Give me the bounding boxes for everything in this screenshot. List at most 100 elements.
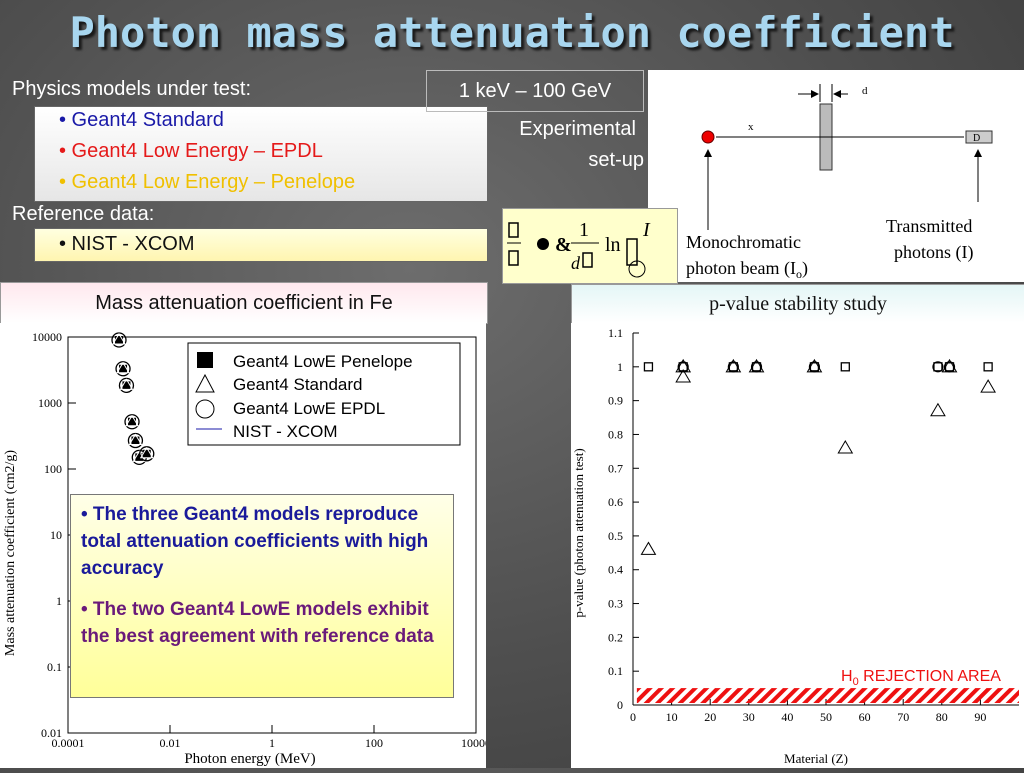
right-y-tick-label: 0.7 — [608, 461, 623, 475]
beam-line2: photon beam (Io) — [686, 258, 808, 281]
photon-source — [701, 130, 715, 144]
circle-point — [932, 361, 944, 373]
callout-point-2: • The two Geant4 LowE models exhibit the… — [81, 599, 434, 647]
penelope-point — [142, 449, 151, 458]
left-y-tick-label: 100 — [44, 462, 62, 476]
triangle-point — [675, 358, 692, 373]
epdl-point — [124, 414, 140, 430]
square-point — [933, 362, 943, 372]
legend-penelope: Geant4 LowE Penelope — [233, 352, 413, 371]
transmitted-line2: photons (I) — [894, 242, 974, 263]
penelope-point — [115, 336, 123, 345]
left-x-tick-label: 100 — [365, 736, 383, 750]
reference-data-box: • NIST - XCOM — [34, 228, 488, 262]
transmitted-line1: Transmitted — [886, 216, 972, 236]
energy-range-box: 1 keV – 100 GeV — [426, 70, 644, 112]
standard-point — [125, 414, 139, 427]
standard-point — [112, 333, 126, 345]
legend-nist: NIST - XCOM — [233, 422, 338, 441]
penelope-point — [135, 453, 144, 462]
conclusion-callout: • The three Geant4 models reproduce tota… — [70, 494, 454, 698]
d-label: d — [862, 85, 868, 97]
x-label: x — [748, 121, 754, 133]
right-y-tick-label: 0.4 — [608, 563, 623, 577]
triangle-point — [980, 379, 996, 393]
legend-marker-epdl — [195, 399, 215, 419]
right-x-tick-label: 80 — [936, 710, 948, 724]
square-point — [643, 362, 654, 372]
epdl-point — [139, 446, 155, 462]
right-y-tick-label: 0.9 — [608, 394, 623, 408]
right-y-tick-label: 1 — [617, 360, 623, 374]
svg-text:d: d — [571, 253, 581, 273]
left-y-tick-label: 10000 — [32, 330, 62, 344]
right-y-tick-label: 0 — [617, 698, 623, 712]
standard-point — [139, 446, 154, 459]
legend-marker-standard — [195, 373, 215, 393]
right-x-tick-label: 70 — [897, 710, 909, 724]
epdl-point — [115, 361, 131, 377]
mass-attenuation-header: Mass attenuation coefficient in Fe — [0, 282, 488, 324]
physics-models-label: Physics models under test: — [12, 78, 251, 100]
right-y-tick-label: 0.6 — [608, 495, 623, 509]
model-standard: • Geant4 Standard — [59, 109, 224, 131]
triangle-point — [725, 358, 742, 373]
experimental-label: Experimental — [519, 118, 636, 140]
formula-one: 1 — [579, 219, 589, 241]
right-x-tick-label: 0 — [630, 710, 636, 724]
left-y-tick-label: 1000 — [38, 396, 62, 410]
triangle-point — [748, 358, 765, 373]
left-y-label: Mass attenuation coefficient (cm2/g) — [3, 450, 18, 657]
penelope-point — [119, 364, 128, 373]
square-point — [983, 362, 993, 372]
right-x-tick-label: 30 — [743, 710, 755, 724]
right-x-tick-label: 20 — [704, 710, 716, 724]
triangle-point — [941, 358, 958, 373]
legend-standard: Geant4 Standard — [233, 375, 362, 394]
setup-diagram: d x D Transmitted photons (I) Monochroma… — [648, 70, 1024, 282]
epdl-point — [127, 432, 144, 449]
penelope-point — [131, 436, 140, 445]
callout-point-1: • The three Geant4 models reproduce tota… — [81, 504, 429, 579]
reference-item: • NIST - XCOM — [59, 233, 195, 255]
legend — [187, 342, 461, 446]
right-y-tick-label: 1.1 — [608, 326, 623, 340]
square-point — [840, 362, 850, 372]
pvalue-chart: 0 0.1 0.2 0.3 0.4 0.5 0.6 0.7 0.8 0.9 1 1.1 0 10 20 30 4… — [571, 323, 1024, 768]
left-x-tick-label: 0.0001 — [52, 736, 85, 750]
formula-i: I — [642, 219, 651, 241]
right-y-tick-label: 0.5 — [608, 529, 623, 543]
rejection-area-label: H0 REJECTION AREA — [841, 668, 1001, 688]
right-y-label: p-value (photon attenuation test) — [571, 448, 586, 617]
right-x-tick-label: 50 — [820, 710, 832, 724]
reference-data-label: Reference data: — [12, 203, 155, 225]
right-y-tick-label: 0.2 — [608, 630, 623, 644]
setup-label: set-up — [588, 149, 644, 171]
standard-point — [128, 433, 143, 446]
triangle-point — [837, 439, 854, 454]
epdl-point — [111, 332, 127, 348]
legend-epdl: Geant4 LowE EPDL — [233, 399, 385, 418]
epdl-point — [118, 377, 135, 394]
right-x-tick-label: 90 — [974, 710, 986, 724]
triangle-point — [806, 358, 823, 373]
left-x-tick-label: 10000 — [461, 736, 486, 750]
triangle-point — [675, 368, 692, 383]
left-y-tick-label: 0.01 — [41, 726, 62, 740]
page-title: Photon mass attenuation coefficient — [69, 8, 955, 57]
detector — [965, 130, 993, 144]
formula-ln: ln — [605, 234, 621, 256]
formula-box: & 1 d ln I — [502, 208, 678, 284]
svg-text:&: & — [555, 234, 572, 256]
model-epdl: • Geant4 Low Energy – EPDL — [59, 140, 323, 162]
triangle-point — [640, 541, 657, 555]
right-y-tick-label: 0.8 — [608, 427, 623, 441]
standard-point — [132, 450, 147, 462]
right-x-label: Material (Z) — [784, 751, 848, 766]
physics-models-box: • Geant4 Standard • Geant4 Low Energy – … — [34, 106, 488, 202]
penelope-point — [122, 381, 131, 390]
right-x-tick-label: 10 — [666, 710, 678, 724]
model-penelope: • Geant4 Low Energy – Penelope — [59, 171, 356, 193]
left-y-tick-label: 1 — [56, 594, 62, 608]
legend-marker-penelope — [197, 352, 213, 368]
